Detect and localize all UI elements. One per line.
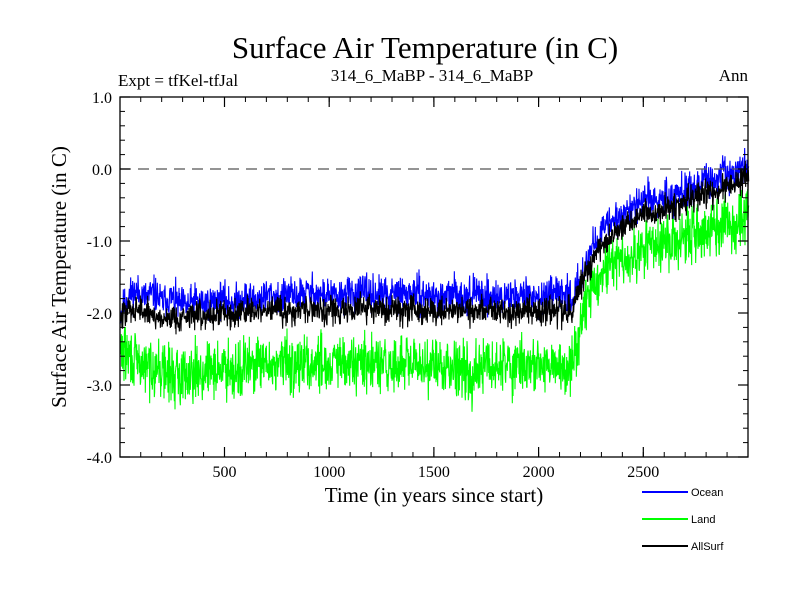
legend-label-allsurf: AllSurf [691,541,724,553]
y-tick-label: -4.0 [87,450,112,467]
season-label: Ann [719,66,749,85]
y-tick-label: 1.0 [92,90,112,107]
x-tick-label: 2500 [627,464,659,481]
x-tick-label: 500 [212,464,236,481]
y-tick-label: -1.0 [87,234,112,251]
series-line-land [119,188,750,412]
legend-label-ocean: Ocean [691,487,723,499]
series-layer [119,147,750,412]
y-tick-label: -2.0 [87,306,112,323]
x-tick-label: 2000 [523,464,555,481]
legend: Ocean Land AllSurf [642,487,724,553]
y-tick-label: 0.0 [92,162,112,179]
y-tick-label: -3.0 [87,378,112,395]
series-line-allsurf [119,160,750,335]
x-axis-label: Time (in years since start) [325,483,544,507]
chart-title: Surface Air Temperature (in C) [232,30,618,65]
series-line-ocean [119,147,750,324]
period-label: 314_6_MaBP - 314_6_MaBP [331,66,533,85]
legend-label-land: Land [691,514,715,526]
y-axis-label: Surface Air Temperature (in C) [47,146,71,408]
x-tick-label: 1500 [418,464,450,481]
axis-layer: -4.0 -3.0 -2.0 -1.0 0.0 1.0 500 1000 1500 2000 250… [87,90,748,481]
experiment-label: Expt = tfKel-tfJal [118,71,238,90]
x-tick-label: 1000 [313,464,345,481]
